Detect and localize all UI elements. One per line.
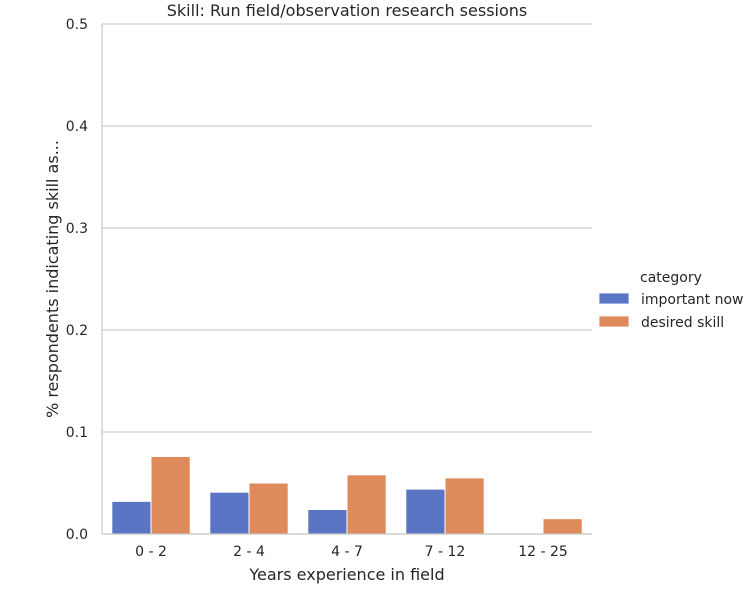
y-tick-label: 0.2	[66, 323, 88, 339]
legend-title: category	[640, 270, 702, 286]
y-tick-label: 0.3	[66, 221, 88, 237]
bars	[111, 455, 583, 535]
legend: category important now desired skill	[598, 270, 744, 331]
bar-important-now-0	[111, 500, 152, 535]
y-axis-label: % respondents indicating skill as...	[43, 140, 62, 418]
legend-label: important now	[641, 292, 744, 308]
y-tick-label: 0.5	[66, 17, 88, 33]
bar-important-now-1	[209, 491, 250, 535]
y-tick-label: 0.4	[66, 119, 88, 135]
x-tick-label: 12 - 25	[518, 544, 568, 560]
x-tick-label: 4 - 7	[331, 544, 363, 560]
bar-desired-skill-2	[346, 474, 387, 535]
x-tick-label: 0 - 2	[135, 544, 167, 560]
bar-desired-skill-4	[542, 518, 583, 535]
bar-desired-skill-0	[150, 455, 191, 535]
x-tick-label: 2 - 4	[233, 544, 265, 560]
bar-desired-skill-1	[248, 482, 289, 535]
axes: 0.0 0.1 0.2 0.3 0.4 0.5 0 - 2 2 - 4 4 - 7 7 - 12 1…	[66, 17, 592, 560]
legend-swatch	[598, 315, 630, 328]
legend-swatch	[598, 292, 630, 305]
x-tick-label: 7 - 12	[425, 544, 466, 560]
x-axis-label: Years experience in field	[248, 565, 444, 584]
y-tick-label: 0.1	[66, 425, 88, 441]
bar-desired-skill-3	[444, 477, 485, 535]
y-tick-label: 0.0	[66, 527, 88, 543]
bar-important-now-3	[405, 488, 446, 535]
bar-important-now-2	[307, 509, 348, 535]
legend-label: desired skill	[641, 315, 724, 331]
chart-title: Skill: Run field/observation research se…	[167, 1, 528, 20]
